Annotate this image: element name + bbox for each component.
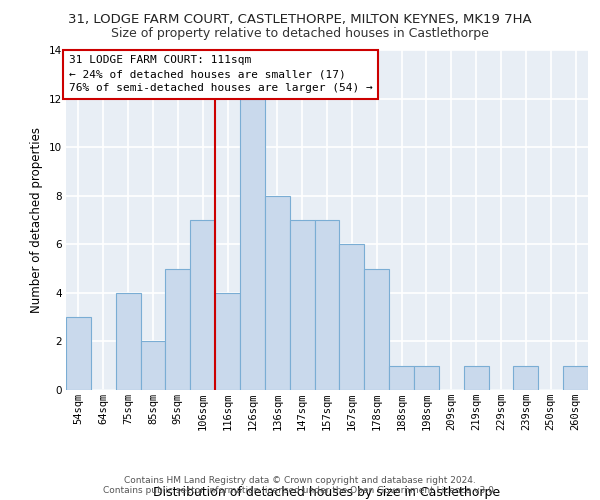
Text: Size of property relative to detached houses in Castlethorpe: Size of property relative to detached ho… (111, 28, 489, 40)
Bar (389, 366, 414, 390)
Text: Contains public sector information licensed under the Open Government Licence v3: Contains public sector information licen… (103, 486, 497, 495)
Text: 31, LODGE FARM COURT, CASTLETHORPE, MILTON KEYNES, MK19 7HA: 31, LODGE FARM COURT, CASTLETHORPE, MILT… (68, 12, 532, 26)
Text: 31 LODGE FARM COURT: 111sqm
← 24% of detached houses are smaller (17)
76% of sem: 31 LODGE FARM COURT: 111sqm ← 24% of det… (68, 55, 373, 93)
Bar (290, 220, 314, 390)
Bar (314, 220, 340, 390)
Bar (66, 317, 91, 390)
Bar (240, 98, 265, 390)
Bar (265, 196, 290, 390)
Bar (563, 366, 588, 390)
Bar (140, 342, 166, 390)
Y-axis label: Number of detached properties: Number of detached properties (30, 127, 43, 313)
Bar (166, 268, 190, 390)
Bar (116, 293, 140, 390)
Bar (414, 366, 439, 390)
Bar (464, 366, 488, 390)
X-axis label: Distribution of detached houses by size in Castlethorpe: Distribution of detached houses by size … (154, 486, 500, 499)
Bar (190, 220, 215, 390)
Bar (215, 293, 240, 390)
Bar (364, 268, 389, 390)
Bar (340, 244, 364, 390)
Text: Contains HM Land Registry data © Crown copyright and database right 2024.: Contains HM Land Registry data © Crown c… (124, 476, 476, 485)
Bar (514, 366, 538, 390)
